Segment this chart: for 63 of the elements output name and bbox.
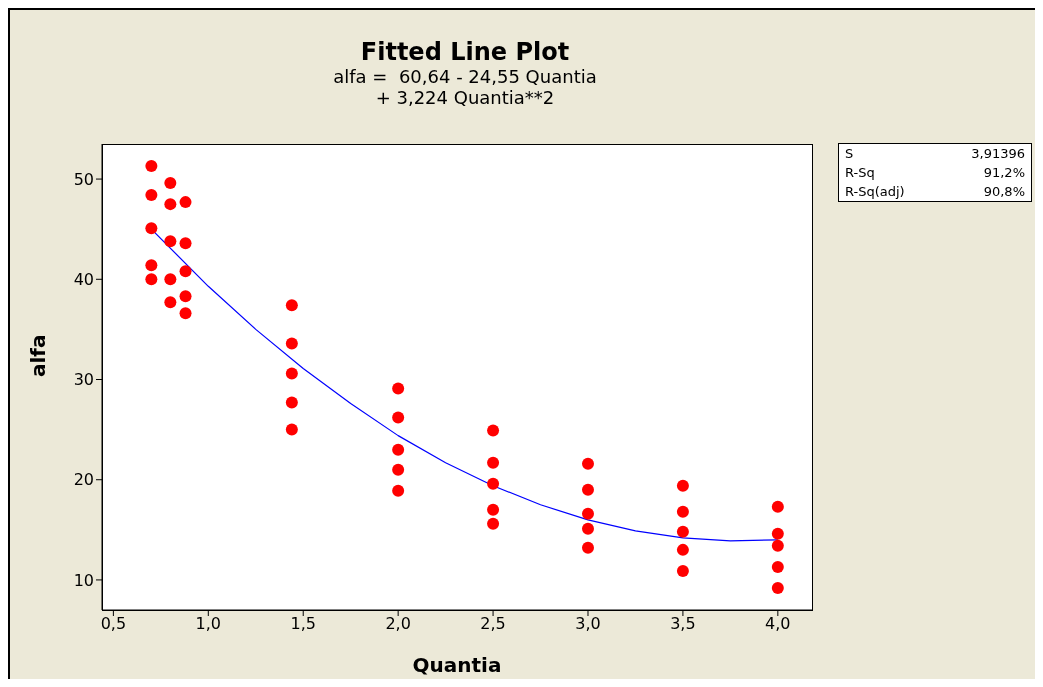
y-tick-label: 10 bbox=[73, 570, 94, 590]
point bbox=[676, 505, 689, 518]
point bbox=[771, 539, 784, 552]
point bbox=[676, 564, 689, 577]
x-tick-label: 1,0 bbox=[195, 614, 222, 634]
y-tick-label: 50 bbox=[73, 169, 94, 189]
x-tick-label: 3,0 bbox=[575, 614, 601, 634]
point bbox=[179, 196, 192, 209]
point bbox=[164, 273, 177, 286]
point bbox=[285, 337, 298, 350]
x-tick-label: 3,5 bbox=[670, 614, 696, 634]
point bbox=[676, 525, 689, 538]
y-tick-label: 40 bbox=[73, 269, 94, 289]
chart-title: Fitted Line Plot bbox=[359, 38, 571, 66]
y-tick-label: 20 bbox=[73, 470, 94, 490]
point bbox=[581, 541, 594, 554]
point bbox=[487, 477, 500, 490]
point bbox=[581, 457, 594, 470]
point bbox=[392, 443, 405, 456]
point bbox=[285, 299, 298, 312]
x-tick-label: 4,0 bbox=[765, 614, 791, 634]
x-tick-label: 1,5 bbox=[290, 614, 316, 634]
x-tick-label: 2,0 bbox=[385, 614, 411, 634]
point bbox=[179, 237, 192, 250]
point bbox=[392, 411, 405, 424]
point bbox=[676, 479, 689, 492]
point bbox=[145, 222, 158, 235]
point bbox=[676, 543, 689, 556]
point bbox=[285, 367, 298, 380]
x-tick-label: 0,5 bbox=[100, 614, 127, 634]
x-tick-label: 2,5 bbox=[480, 614, 506, 634]
y-axis-title: alfa bbox=[26, 334, 51, 377]
point bbox=[285, 396, 298, 409]
point bbox=[179, 307, 192, 320]
point bbox=[771, 581, 784, 594]
point bbox=[145, 273, 158, 286]
point bbox=[487, 424, 500, 437]
point bbox=[487, 517, 500, 530]
point bbox=[487, 503, 500, 516]
point bbox=[179, 265, 192, 278]
y-tick-label: 30 bbox=[73, 370, 94, 390]
point bbox=[771, 527, 784, 540]
point bbox=[771, 560, 784, 573]
point bbox=[487, 456, 500, 469]
point bbox=[164, 296, 177, 309]
point bbox=[392, 484, 405, 497]
point bbox=[145, 259, 158, 272]
point bbox=[145, 160, 158, 173]
point bbox=[179, 290, 192, 303]
chart-subtitle: alfa = 60,64 - 24,55 Quantia + 3,224 Quantia**2 bbox=[332, 66, 598, 108]
point bbox=[392, 382, 405, 395]
point bbox=[392, 463, 405, 476]
point bbox=[771, 500, 784, 513]
point bbox=[164, 177, 177, 190]
point bbox=[164, 198, 177, 211]
point bbox=[285, 423, 298, 436]
point bbox=[164, 235, 177, 248]
point bbox=[581, 522, 594, 535]
point bbox=[581, 483, 594, 496]
point bbox=[581, 507, 594, 520]
x-axis-title: Quantia bbox=[412, 653, 502, 677]
statistics-box: S 3,91396 R-Sq 91,2% R-Sq(adj) 90,8% bbox=[838, 143, 1032, 202]
point bbox=[145, 189, 158, 202]
